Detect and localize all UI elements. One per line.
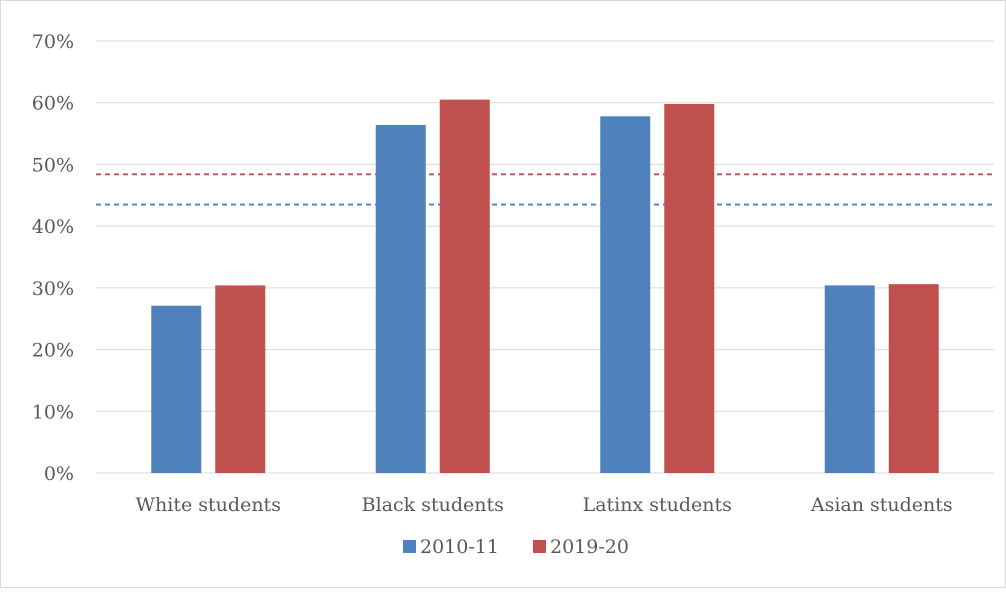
reference-lines [96, 173, 994, 206]
bar-2010-11-latinx-students [600, 116, 651, 473]
bar-2019-20-asian-students [888, 284, 939, 473]
category-label: Black students [362, 494, 504, 516]
legend: 2010-11 2019-20 [403, 536, 629, 558]
bar-2019-20-white-students [215, 285, 266, 473]
legend-label: 2010-11 [420, 536, 499, 558]
y-tick-label: 0% [44, 463, 74, 485]
bar-2019-20-black-students [439, 99, 490, 473]
bar-2010-11-black-students [375, 124, 426, 473]
bar-2010-11-asian-students [824, 285, 875, 473]
y-tick-label: 20% [32, 340, 74, 362]
y-tick-label: 60% [32, 93, 74, 115]
category-label: Latinx students [583, 494, 732, 516]
category-label: White students [136, 494, 281, 516]
legend-swatch [403, 540, 416, 553]
y-tick-label: 70% [32, 31, 74, 53]
y-tick-label: 30% [32, 278, 74, 300]
y-tick-label: 10% [32, 401, 74, 423]
category-label: Asian students [810, 494, 953, 516]
legend-label: 2019-20 [550, 536, 629, 558]
y-tick-label: 40% [32, 216, 74, 238]
legend-swatch [533, 540, 546, 553]
x-axis-category-labels: White students Black students Latinx stude… [136, 494, 953, 516]
bar-2019-20-latinx-students [664, 103, 715, 473]
bar-2010-11-white-students [151, 305, 202, 473]
bars [151, 99, 939, 473]
y-axis-tick-labels: 0% 10% 20% 30% 40% 50% 60% 70% [32, 31, 74, 485]
y-tick-label: 50% [32, 154, 74, 176]
